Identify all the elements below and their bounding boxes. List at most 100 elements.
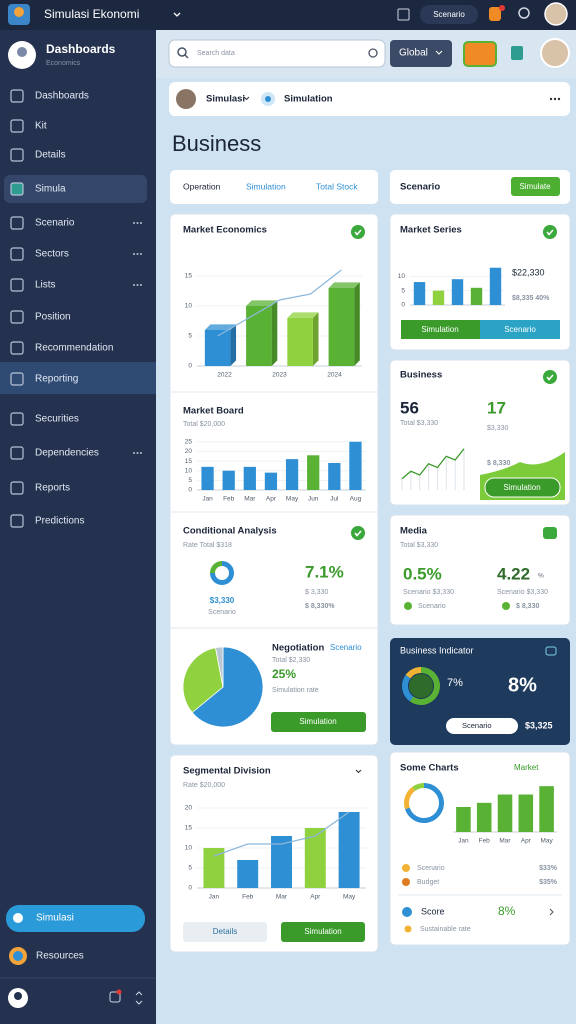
x-tick-label: Jan (209, 894, 220, 901)
label: Total $3,330 (400, 420, 438, 427)
bar-side (230, 324, 237, 366)
y-tick-label: 5 (401, 287, 405, 294)
y-tick-label: 15 (185, 458, 193, 465)
button[interactable] (271, 712, 366, 732)
bar (413, 282, 426, 305)
nav-item[interactable]: Scenario (35, 218, 75, 229)
label: 17 (487, 398, 506, 417)
more-dot (553, 97, 557, 101)
nav-item[interactable]: Kit (35, 121, 47, 132)
bar-side (312, 312, 319, 366)
donut-slice (412, 783, 425, 791)
nav-item[interactable]: Position (35, 312, 71, 323)
footer-dot (116, 989, 122, 995)
y-tick-label: 25 (185, 439, 193, 446)
nav-item[interactable]: Lists (35, 280, 56, 291)
label: Scenario (208, 609, 236, 616)
action-icon[interactable] (463, 41, 497, 67)
more-dot (549, 97, 553, 101)
button[interactable] (401, 320, 480, 339)
icon (404, 602, 412, 610)
topbar (0, 0, 576, 30)
nav-item[interactable]: Reporting (35, 374, 78, 385)
nav-item[interactable]: Predictions (35, 516, 84, 527)
bar-top (328, 282, 360, 288)
label: 7.1% (305, 562, 344, 581)
label: Simulation rate (272, 687, 319, 694)
label: % (538, 573, 544, 580)
label: $3,325 (525, 720, 553, 730)
x-tick-label: May (343, 894, 356, 901)
bar-shade (271, 300, 278, 366)
trend-line (213, 811, 350, 857)
y-tick-label: 10 (398, 273, 406, 280)
dropdown[interactable] (390, 40, 452, 67)
nav-icon (10, 341, 24, 355)
nav-item[interactable]: Dashboards (35, 91, 89, 102)
bar (285, 459, 299, 490)
bar (497, 794, 513, 832)
search-icon (177, 47, 187, 57)
search-box[interactable] (168, 39, 386, 68)
filter-button[interactable] (511, 177, 560, 196)
label: $ 8,330% (305, 603, 335, 610)
label: $ 8,330 (487, 460, 510, 467)
button[interactable] (484, 477, 561, 498)
filter-tab[interactable]: Total Stock (316, 181, 358, 191)
button[interactable] (480, 320, 560, 339)
nav-active (4, 175, 147, 203)
bar-shade (230, 324, 237, 366)
crumb-icon-in (265, 96, 271, 102)
y-tick-label: 5 (188, 477, 192, 484)
button[interactable] (281, 922, 365, 942)
label: 4.22 (497, 564, 530, 583)
y-tick-label: 10 (185, 845, 193, 852)
app-title: Simulasi Ekonomi (44, 7, 139, 21)
check-mark (354, 229, 362, 236)
nav-item[interactable]: Dependencies (35, 448, 99, 459)
simulate-button[interactable] (6, 905, 145, 932)
footer-chevron (135, 991, 143, 1005)
bar (237, 860, 259, 888)
label: Media (400, 526, 428, 537)
label[interactable]: Simulation (284, 94, 333, 105)
bar (349, 441, 362, 490)
label: Simulation (421, 325, 458, 334)
bar (307, 455, 320, 490)
nav-item[interactable]: Recommendation (35, 343, 113, 354)
filter-tab[interactable]: Operation (183, 181, 221, 191)
nav-item[interactable]: Reports (35, 483, 70, 494)
label[interactable]: Resources (36, 951, 84, 962)
tool-icon (511, 46, 523, 60)
nav-icon (10, 446, 24, 460)
row-icon (402, 864, 410, 872)
label: Business (400, 370, 442, 381)
button[interactable] (183, 922, 267, 942)
nav-item[interactable]: Simula (35, 184, 66, 195)
donut-slice (210, 561, 234, 585)
nav-item[interactable]: Details (35, 150, 66, 161)
nav-item[interactable]: Sectors (35, 249, 69, 260)
label: Simulation (503, 483, 540, 492)
x-tick-label: Aug (350, 496, 362, 503)
label: Scenario (400, 182, 440, 193)
pill[interactable] (446, 718, 518, 734)
filter-tab[interactable]: Simulation (246, 181, 286, 191)
label: Simulation (299, 717, 336, 726)
label[interactable]: Simulasi (206, 94, 245, 105)
label: Score (421, 906, 445, 916)
icon-box[interactable] (397, 8, 410, 21)
header-avatar (540, 38, 570, 68)
notif-icon[interactable] (489, 7, 501, 21)
bar (264, 472, 278, 490)
x-tick-label: Apr (266, 496, 277, 503)
pie-slice (215, 646, 224, 688)
x-tick-label: 2022 (217, 372, 232, 379)
label: Simulate (519, 182, 551, 191)
nav-item[interactable]: Securities (35, 414, 79, 425)
footer-head (14, 992, 22, 1000)
label: Scenario (418, 603, 446, 610)
row-icon (402, 878, 410, 886)
scenario-pill[interactable] (420, 5, 478, 24)
